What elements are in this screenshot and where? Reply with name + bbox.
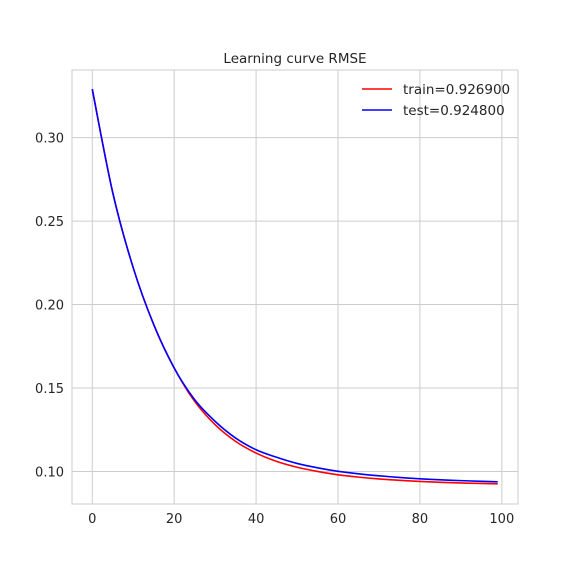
chart-title: Learning curve RMSE [223,51,366,67]
x-tick-label: 80 [412,512,429,527]
x-tick-label: 60 [330,512,347,527]
x-tick-label: 0 [88,512,96,527]
y-tick-label: 0.30 [35,132,64,147]
y-tick-label: 0.20 [35,299,64,314]
legend-entry-label: test=0.924800 [403,103,505,119]
y-tick-label: 0.15 [35,382,64,397]
x-tick-label: 40 [248,512,265,527]
x-tick-label: 100 [489,512,514,527]
legend-entry-label: train=0.926900 [403,82,510,98]
y-tick-label: 0.10 [35,465,64,480]
x-tick-label: 20 [166,512,183,527]
y-tick-label: 0.25 [35,215,64,230]
